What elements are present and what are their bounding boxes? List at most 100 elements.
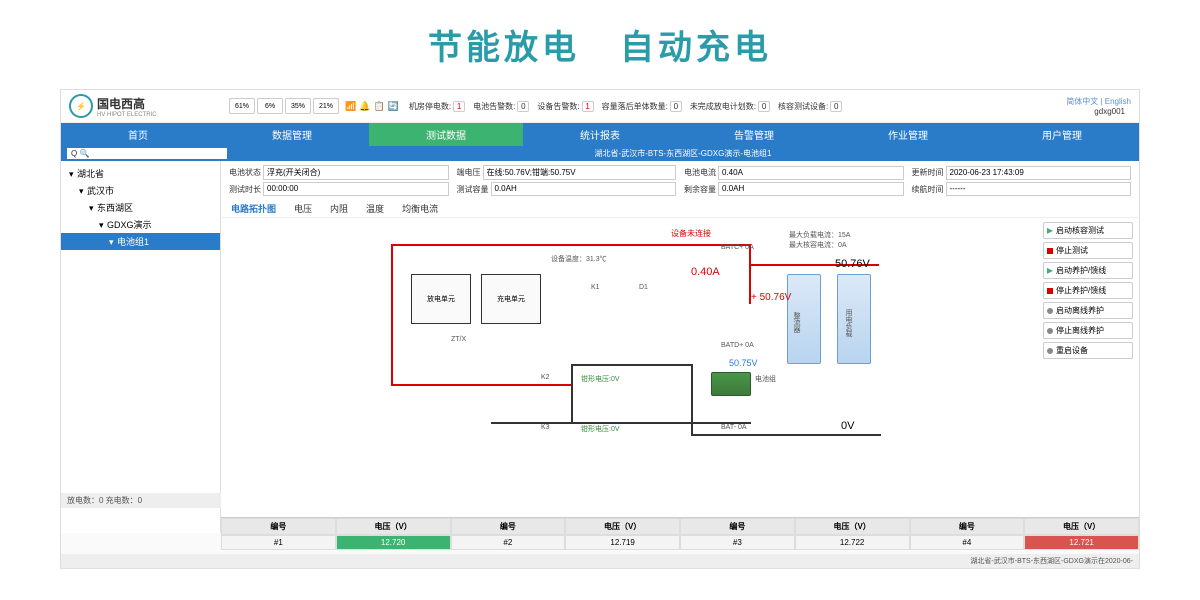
action-button[interactable]: 停止养护/馈线 [1043, 282, 1133, 299]
table-header: 电压（V） [1024, 518, 1139, 535]
voltage-plus: + 50.76V [751, 292, 791, 303]
current-label: 0.40A [691, 266, 720, 278]
action-button[interactable]: 停止离线养护 [1043, 322, 1133, 339]
user-id: gdxg001 [1066, 107, 1131, 116]
form-field: 电池状态浮充(开关闭合) [229, 165, 449, 180]
d1: D1 [639, 284, 648, 291]
clamp-v-2: 钳形电压:0V [581, 424, 620, 434]
table-cell: 12.719 [565, 535, 680, 550]
sub-tab[interactable]: 内阻 [330, 202, 348, 215]
breadcrumb: 湖北省-武汉市-BTS-东西湖区-GDXG演示-电池组1 [233, 148, 1133, 159]
load-label: 用电负载 [843, 309, 853, 337]
nav-tab[interactable]: 数据管理 [215, 123, 369, 146]
nav-tab[interactable]: 测试数据 [369, 123, 523, 146]
sub-tab[interactable]: 电压 [294, 202, 312, 215]
device-offline: 设备未连接 [671, 228, 711, 239]
gauge: 61% [229, 98, 255, 114]
navbar: 首页数据管理测试数据统计报表告警管理作业管理用户管理 [61, 123, 1139, 146]
sidebar-footer: 放电数：0 充电数：0 [61, 493, 221, 508]
table-cell: 12.722 [795, 535, 910, 550]
form-field: 测试容量0.0AH [457, 182, 677, 196]
lang-switch[interactable]: 简体中文 | English [1066, 96, 1131, 107]
zero-v: 0V [841, 420, 854, 432]
rectifier-label: 整流器 [791, 312, 801, 333]
table-cell: #3 [680, 535, 795, 550]
header-stat: 核容测试设备:0 [778, 101, 842, 112]
tree-item[interactable]: ▾武汉市 [61, 182, 220, 199]
charge-unit: 充电单元 [481, 274, 541, 324]
action-button[interactable]: 停止测试 [1043, 242, 1133, 259]
battery-label: 电池组 [755, 374, 776, 384]
table-header: 编号 [221, 518, 336, 535]
action-button[interactable]: 重启设备 [1043, 342, 1133, 359]
header-stat: 机房停电数:1 [409, 101, 465, 112]
refresh-icon[interactable]: 🔄 [388, 101, 399, 112]
table-header: 编号 [451, 518, 566, 535]
header-stats: 机房停电数:1电池告警数:0设备告警数:1容量落后单体数量:0未完成放电计划数:… [409, 101, 1066, 112]
header-icons: 📶 🔔 📋 🔄 [345, 101, 399, 112]
circuit-diagram: 放电单元 充电单元 整流器 用电负载 电池组 设备未连接 设备温度：31.3℃ … [391, 224, 931, 464]
hero-title: 节能放电自动充电 [0, 0, 1200, 89]
action-button[interactable]: 启动养护/馈线 [1043, 262, 1133, 279]
table-header: 电压（V） [565, 518, 680, 535]
nav-tab[interactable]: 首页 [61, 123, 215, 146]
header-stat: 容量落后单体数量:0 [602, 101, 682, 112]
tree-item[interactable]: ▾东西湖区 [61, 199, 220, 216]
k2: K2 [541, 374, 550, 381]
max-test: 最大核容电流：0A [789, 240, 847, 250]
action-button[interactable]: 启动离线养护 [1043, 302, 1133, 319]
voltage-main: 50.76V [835, 258, 870, 270]
gauge: 35% [285, 98, 311, 114]
ztx: ZT/X [451, 336, 466, 343]
nav-tab[interactable]: 作业管理 [831, 123, 985, 146]
max-load: 最大负载电流：15A [789, 230, 850, 240]
brand-sub: HV HIPOT ELECTRIC [97, 112, 157, 118]
clamp-v-1: 钳形电压:0V [581, 374, 620, 384]
battery-pack [711, 372, 751, 396]
header-stat: 设备告警数:1 [537, 101, 593, 112]
batd: BATD+ 0A [721, 342, 754, 349]
form-field: 剩余容量0.0AH [684, 182, 904, 196]
content: 电池状态浮充(开关闭合)端电压在线:50.76V;钳端:50.75V电池电流0.… [221, 161, 1139, 533]
gauge: 21% [313, 98, 339, 114]
batc: BATC+ 0A [721, 244, 754, 251]
temp-label: 设备温度：31.3℃ [551, 254, 607, 264]
sidebar-tree: ▾湖北省▾武汉市▾东西湖区▾GDXG演示▾电池组1 [61, 161, 221, 533]
brand-name: 国电西高 [97, 95, 157, 112]
table-header: 电压（V） [795, 518, 910, 535]
table-cell: #2 [451, 535, 566, 550]
status-form: 电池状态浮充(开关闭合)端电压在线:50.76V;钳端:50.75V电池电流0.… [221, 161, 1139, 200]
nav-tab[interactable]: 统计报表 [523, 123, 677, 146]
discharge-unit: 放电单元 [411, 274, 471, 324]
header-stat: 电池告警数:0 [473, 101, 529, 112]
diagram-area: 启动核容测试停止测试启动养护/馈线停止养护/馈线启动离线养护停止离线养护重启设备 [221, 218, 1139, 468]
sub-tab[interactable]: 电路拓扑图 [231, 202, 276, 215]
table-header: 电压（V） [336, 518, 451, 535]
tree-item[interactable]: ▾湖北省 [61, 165, 220, 182]
logo: ⚡ 国电西高 HV HIPOT ELECTRIC [69, 94, 229, 118]
table-cell: 12.721 [1024, 535, 1139, 550]
voltage-table: 编号电压（V）编号电压（V）编号电压（V）编号电压（V）#112.720#212… [221, 517, 1139, 550]
action-panel: 启动核容测试停止测试启动养护/馈线停止养护/馈线启动离线养护停止离线养护重启设备 [1043, 222, 1133, 359]
bell-icon[interactable]: 🔔 [359, 101, 370, 112]
sub-tab[interactable]: 温度 [366, 202, 384, 215]
nav-tab[interactable]: 告警管理 [677, 123, 831, 146]
form-field: 更新时间2020-06-23 17:43:09 [912, 165, 1132, 180]
table-cell: #1 [221, 535, 336, 550]
clipboard-icon[interactable]: 📋 [373, 101, 384, 112]
sub-tab[interactable]: 均衡电流 [402, 202, 438, 215]
search-input[interactable]: Q 🔍 [67, 148, 227, 159]
wifi-icon: 📶 [345, 101, 356, 112]
app-window: 国电西高 ⚡ 国电西高 HV HIPOT ELECTRIC 61%6%35%21… [60, 89, 1140, 569]
header: ⚡ 国电西高 HV HIPOT ELECTRIC 61%6%35%21% 📶 🔔… [61, 90, 1139, 123]
action-button[interactable]: 启动核容测试 [1043, 222, 1133, 239]
table-header: 编号 [910, 518, 1025, 535]
form-field: 续航时间------ [912, 182, 1132, 196]
nav-tab[interactable]: 用户管理 [985, 123, 1139, 146]
tree-item[interactable]: ▾电池组1 [61, 233, 220, 250]
k1: K1 [591, 284, 600, 291]
table-cell: #4 [910, 535, 1025, 550]
v5075: 50.75V [729, 358, 758, 368]
form-field: 测试时长00:00:00 [229, 182, 449, 196]
tree-item[interactable]: ▾GDXG演示 [61, 216, 220, 233]
